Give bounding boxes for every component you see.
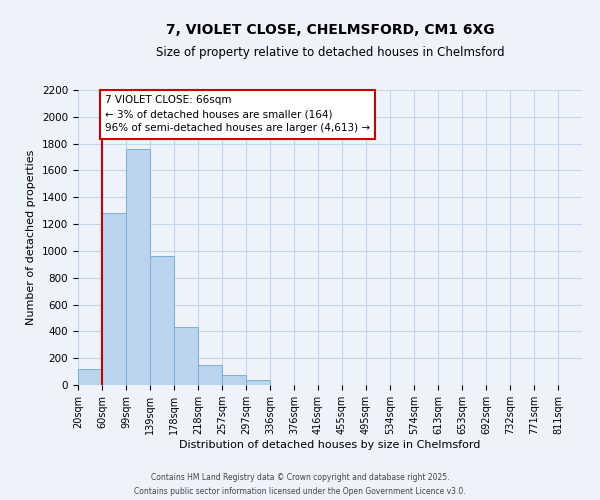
Bar <box>150 256 174 385</box>
Bar <box>198 365 222 385</box>
Bar <box>246 380 270 385</box>
Bar <box>174 328 198 385</box>
Bar <box>126 149 150 385</box>
Text: 7 VIOLET CLOSE: 66sqm
← 3% of detached houses are smaller (164)
96% of semi-deta: 7 VIOLET CLOSE: 66sqm ← 3% of detached h… <box>105 96 370 134</box>
X-axis label: Distribution of detached houses by size in Chelmsford: Distribution of detached houses by size … <box>179 440 481 450</box>
Text: 7, VIOLET CLOSE, CHELMSFORD, CM1 6XG: 7, VIOLET CLOSE, CHELMSFORD, CM1 6XG <box>166 23 494 37</box>
Bar <box>102 214 126 385</box>
Y-axis label: Number of detached properties: Number of detached properties <box>26 150 37 325</box>
Text: Contains HM Land Registry data © Crown copyright and database right 2025.: Contains HM Land Registry data © Crown c… <box>151 473 449 482</box>
Bar <box>78 369 102 385</box>
Text: Contains public sector information licensed under the Open Government Licence v3: Contains public sector information licen… <box>134 486 466 496</box>
Text: Size of property relative to detached houses in Chelmsford: Size of property relative to detached ho… <box>155 46 505 59</box>
Bar <box>222 375 246 385</box>
